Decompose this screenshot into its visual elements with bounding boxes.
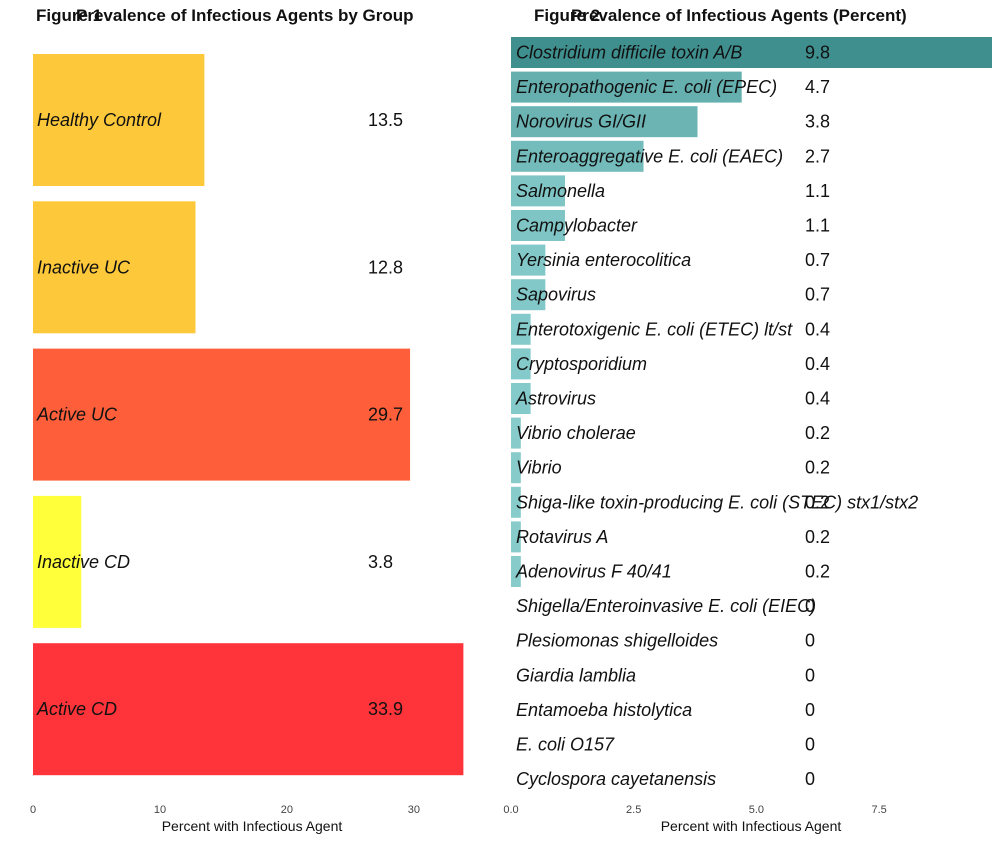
figure-2-x-axis-title: Percent with Infectious Agent [661,818,842,834]
bar [511,313,531,345]
category-label: Sapovirus [516,285,596,305]
bar [511,383,531,414]
value-label: 0.7 [805,285,830,305]
value-label: 0 [805,631,815,651]
bar [511,521,521,553]
bar [511,279,546,311]
value-label: 33.9 [368,699,403,719]
category-label: Salmonella [516,181,605,201]
bar [511,486,521,518]
value-label: 0.4 [805,389,830,409]
figure-1-label: Figure 1 [36,6,102,25]
x-tick-label: 2.5 [626,804,641,816]
category-label: Vibrio cholerae [516,423,636,443]
category-label: Giardia lamblia [516,665,636,685]
bar [511,244,546,276]
bar [33,54,205,186]
category-label: Enteropathogenic E. coli (EPEC) [516,77,777,97]
bar [33,643,464,776]
value-label: 0 [805,735,815,755]
value-label: 0.4 [805,319,830,339]
figure-1-x-ticks: 0 10 20 30 [30,804,420,816]
category-label: Cyclospora cayetanensis [516,769,716,789]
value-label: 3.8 [805,112,830,132]
category-label: E. coli O157 [516,735,615,755]
value-label: 1.1 [805,181,830,201]
category-label: Healthy Control [37,110,162,130]
bar [511,106,698,138]
category-label: Enterotoxigenic E. coli (ETEC) lt/st [516,319,793,339]
category-label: Inactive CD [37,552,130,572]
x-tick-label: 0 [30,804,36,816]
bar [33,201,196,334]
category-label: Campylobacter [516,216,638,236]
value-label: 13.5 [368,110,403,130]
value-label: 0.4 [805,354,830,374]
bar [511,417,521,449]
value-label: 0 [805,665,815,685]
figure-2-title: Prevalence of Infectious Agents (Percent… [571,6,907,25]
category-label: Inactive UC [37,257,131,277]
category-label: Plesiomonas shigelloides [516,631,718,651]
value-label: 4.7 [805,77,830,97]
value-label: 0.2 [805,458,830,478]
x-tick-label: 5.0 [749,804,764,816]
category-label: Active UC [36,405,118,425]
value-label: 3.8 [368,552,393,572]
figure-1-bars: Healthy Control 13.5 Inactive UC 12.8 Active… [33,54,464,776]
value-label: 0 [805,769,815,789]
category-label: Adenovirus F 40/41 [515,562,672,582]
category-label: Shigella/Enteroinvasive E. coli (EIEC) [516,596,816,616]
bar [511,452,521,484]
value-label: 0.2 [805,492,830,512]
figure-1-x-axis-title: Percent with Infectious Agent [162,818,343,834]
bar [511,71,742,103]
category-label: Yersinia enterocolitica [516,250,691,270]
category-label: Clostridium difficile toxin A/B [516,43,742,63]
category-label: Astrovirus [515,389,596,409]
category-label: Norovirus GI/GII [516,112,646,132]
x-tick-label: 7.5 [871,804,886,816]
value-label: 0 [805,700,815,720]
category-label: Entamoeba histolytica [516,700,692,720]
figure-2-bars: Clostridium difficile toxin A/B 9.8 Entero… [511,37,992,789]
figure-1-panel: Figure 1 Prevalence of Infectious Agents… [30,6,464,834]
figure-2-panel: Figure 2 Prevalence of Infectious Agents… [503,6,992,834]
bar [511,348,531,380]
bar [33,495,82,628]
category-label: Active CD [36,699,117,719]
value-label: 0.2 [805,423,830,443]
bar [511,556,521,587]
value-label: 0.2 [805,562,830,582]
category-label: Rotavirus A [516,527,608,547]
value-label: 0.7 [805,250,830,270]
value-label: 1.1 [805,216,830,236]
category-label: Enteroaggregative E. coli (EAEC) [516,146,783,166]
bar [511,210,565,241]
bar [511,37,992,68]
x-tick-label: 10 [154,804,166,816]
figure-1-title: Prevalence of Infectious Agents by Group [76,6,414,25]
figure-2-label: Figure 2 [534,6,600,25]
value-label: 0.2 [805,527,830,547]
category-label: Shiga-like toxin-producing E. coli (STEC… [516,492,918,512]
bar [33,348,411,481]
value-label: 9.8 [805,43,830,63]
value-label: 2.7 [805,146,830,166]
bar [511,140,644,172]
category-label: Vibrio [516,458,562,478]
figure-2-x-ticks: 0.0 2.5 5.0 7.5 [503,804,886,816]
value-label: 29.7 [368,405,403,425]
bar [511,175,565,207]
value-label: 0 [805,596,815,616]
value-label: 12.8 [368,257,403,277]
category-label: Cryptosporidium [516,354,647,374]
x-tick-label: 30 [408,804,420,816]
x-tick-label: 0.0 [503,804,518,816]
x-tick-label: 20 [281,804,293,816]
